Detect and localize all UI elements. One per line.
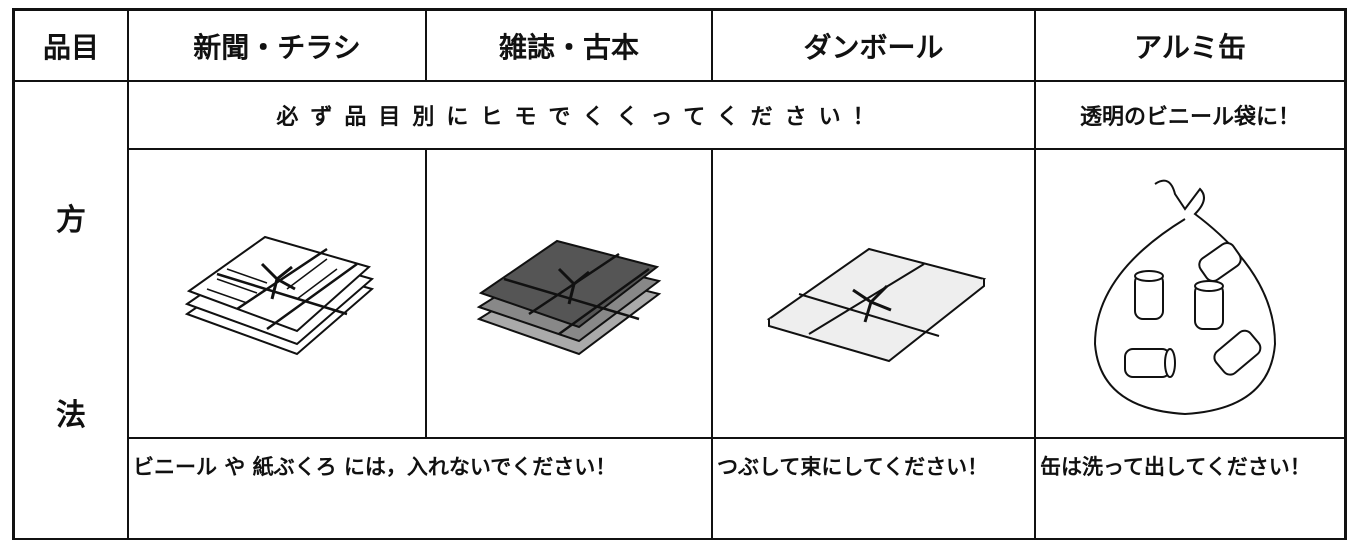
method-label: 方 [56, 203, 86, 238]
newspaper-illustration [184, 235, 375, 355]
image-cell [127, 148, 427, 439]
method-label: 法 [56, 398, 86, 433]
method-cell: 方 法 [12, 80, 129, 540]
image-cell [425, 148, 713, 439]
note: 缶は洗って出してください！ [1034, 437, 1347, 540]
header-cell: 雑誌・古本 [425, 8, 713, 82]
header-cell: アルミ缶 [1034, 8, 1347, 82]
header-cell: ダンボール [711, 8, 1036, 82]
image-cell [711, 148, 1036, 439]
magazine-illustration [476, 239, 662, 355]
note: つぶして束にしてください！ [711, 437, 1036, 540]
image-cell [1034, 148, 1347, 439]
can-bag-illustration [1093, 179, 1277, 415]
header-cell: 新聞・チラシ [127, 8, 427, 82]
can-instruction: 透明のビニール袋に！ [1034, 80, 1347, 150]
header-cell: 品目 [12, 8, 129, 82]
note: ビニール や 紙ぶくろ には，入れないでください！ [127, 437, 713, 540]
instruction: 必ず品目別にヒモでくくってください！ [127, 80, 1036, 150]
cardboard-illustration [766, 247, 986, 362]
